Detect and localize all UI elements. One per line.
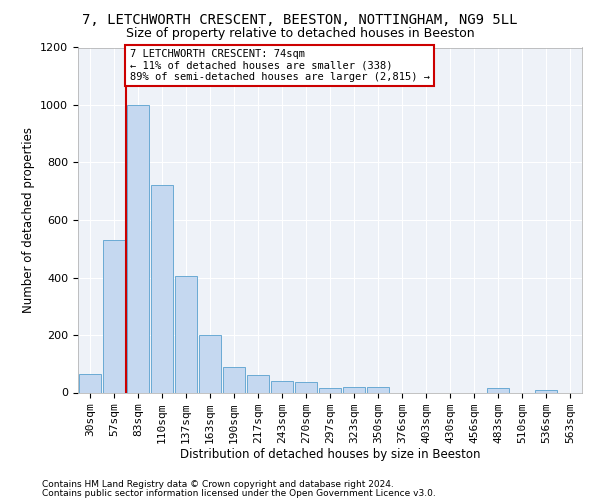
Bar	[271, 381, 293, 392]
Bar	[535, 390, 557, 392]
Bar	[319, 388, 341, 392]
Y-axis label: Number of detached properties: Number of detached properties	[22, 127, 35, 313]
Bar	[79, 374, 101, 392]
Text: Contains public sector information licensed under the Open Government Licence v3: Contains public sector information licen…	[42, 488, 436, 498]
Text: 7, LETCHWORTH CRESCENT, BEESTON, NOTTINGHAM, NG9 5LL: 7, LETCHWORTH CRESCENT, BEESTON, NOTTING…	[82, 12, 518, 26]
Bar	[199, 335, 221, 392]
Bar	[103, 240, 125, 392]
Bar	[247, 375, 269, 392]
Bar	[343, 387, 365, 392]
Text: Contains HM Land Registry data © Crown copyright and database right 2024.: Contains HM Land Registry data © Crown c…	[42, 480, 394, 489]
Bar	[151, 186, 173, 392]
Bar	[295, 382, 317, 392]
Bar	[175, 276, 197, 392]
Bar	[223, 366, 245, 392]
Bar	[127, 105, 149, 393]
Bar	[487, 388, 509, 392]
Text: 7 LETCHWORTH CRESCENT: 74sqm
← 11% of detached houses are smaller (338)
89% of s: 7 LETCHWORTH CRESCENT: 74sqm ← 11% of de…	[130, 49, 430, 82]
X-axis label: Distribution of detached houses by size in Beeston: Distribution of detached houses by size …	[180, 448, 480, 462]
Bar	[367, 387, 389, 392]
Text: Size of property relative to detached houses in Beeston: Size of property relative to detached ho…	[125, 28, 475, 40]
